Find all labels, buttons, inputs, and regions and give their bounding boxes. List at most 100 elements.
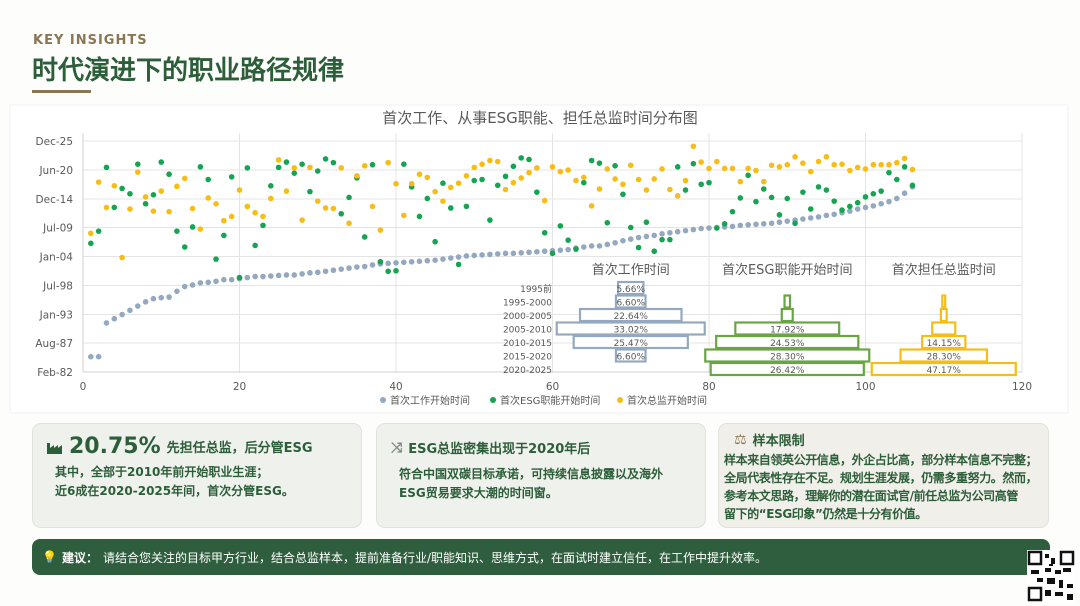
scatter-point [322, 268, 329, 275]
scatter-point [166, 294, 172, 300]
scatter-point [690, 226, 697, 233]
pyramid-bar [734, 321, 841, 336]
scatter-point [260, 273, 266, 280]
legend-label: 首次ESG职能开始时间 [500, 394, 600, 407]
scatter-point [181, 175, 188, 182]
scatter-point [455, 180, 462, 186]
scatter-point [142, 194, 149, 200]
scatter-point [627, 162, 634, 169]
scatter-point [659, 231, 665, 237]
pyramid-bar [704, 348, 871, 363]
pyramid-bar-label: 17.92% [770, 326, 805, 336]
scatter-point [901, 155, 908, 162]
scatter-point [729, 223, 736, 230]
factory-icon [47, 442, 62, 454]
scatter-point [721, 165, 728, 172]
scatter-point [745, 165, 751, 172]
scatter-point [596, 160, 603, 166]
scatter-point [119, 185, 125, 192]
pyramid-bar-label: 22.64% [614, 312, 649, 322]
scatter-point [792, 220, 798, 227]
qr-code[interactable] [1027, 550, 1075, 602]
scatter-point [236, 187, 243, 193]
scatter-point [463, 203, 470, 210]
scatter-point [377, 227, 384, 233]
scatter-point [878, 188, 884, 194]
card-line: 符合中国双碳目标承诺，可持续信息披露以及海外 [399, 467, 664, 481]
scatter-point [737, 178, 744, 185]
scatter-point [134, 161, 141, 168]
scatter-point [142, 299, 149, 305]
scatter-point [847, 203, 853, 210]
scatter-point [322, 205, 329, 211]
card-heading: 先担任总监，后分管ESG [166, 441, 313, 456]
scatter-point [839, 207, 845, 213]
scatter-point [526, 169, 532, 176]
scatter-point [854, 164, 861, 171]
scatter-point [502, 173, 509, 180]
scatter-point [103, 164, 110, 171]
scatter-point [111, 204, 118, 211]
pyramid-title: 首次担任总监时间 [892, 262, 996, 278]
scatter-point [612, 239, 618, 246]
scatter-point [714, 158, 720, 165]
scatter-point [776, 164, 783, 170]
scatter-point [760, 221, 767, 227]
pyramid-category-label: 2020-2025 [503, 366, 552, 376]
lightbulb-icon: 💡 [42, 550, 57, 564]
x-tick-label: 20 [233, 381, 246, 393]
scatter-point [416, 258, 423, 265]
chart-title: 首次工作、从事ESG职能、担任总监时间分布图 [382, 109, 698, 127]
scatter-point [847, 167, 853, 174]
scatter-point [581, 174, 587, 181]
scatter-point [643, 219, 650, 226]
scatter-point [901, 164, 908, 170]
card-heading: ESG总监密集出现于2020年后 [408, 442, 591, 457]
scatter-point [737, 195, 744, 201]
scatter-point [682, 177, 689, 184]
scatter-point [119, 254, 125, 261]
scatter-point [330, 159, 337, 166]
scatter-point [573, 177, 579, 184]
scatter-point [768, 220, 775, 227]
scatter-point [401, 259, 407, 266]
scatter-point [346, 220, 352, 227]
scatter-point [886, 161, 892, 168]
scatter-point [659, 236, 665, 243]
scatter-point [268, 195, 274, 202]
scatter-point [95, 179, 102, 185]
scatter-point [150, 208, 157, 214]
scatter-point [346, 194, 352, 201]
scatter-point [690, 160, 697, 167]
scatter-point [800, 160, 806, 166]
pyramid-category-label: 1995-2000 [503, 299, 552, 309]
scatter-point [502, 250, 509, 257]
scatter-point [283, 272, 290, 278]
scatter-point [338, 165, 345, 171]
scatter-point [487, 157, 493, 164]
scatter-point [494, 182, 501, 189]
scatter-point [541, 248, 548, 255]
scatter-point [299, 271, 305, 277]
card-line: 全局代表性存在不足。规划生涯发展，仍需多重努力。然而， [724, 471, 1038, 485]
advice-banner: 💡 建议： 请结合您关注的目标甲方行业，结合总监样本，提前准备行业/职能知识、思… [32, 539, 1050, 575]
scatter-point [807, 215, 814, 221]
x-tick-label: 60 [546, 381, 559, 393]
scatter-point [886, 198, 892, 205]
scatter-point [221, 217, 227, 224]
scatter-point [729, 208, 736, 215]
scatter-point [479, 176, 485, 183]
scatter-point [518, 155, 524, 161]
scatter-point [432, 257, 438, 263]
pyramid-bar-label: 28.30% [770, 353, 805, 363]
scatter-point [440, 180, 446, 186]
scatter-point [823, 212, 830, 219]
scatter-point [745, 172, 751, 179]
scatter-point [181, 244, 188, 250]
scatter-point [690, 143, 697, 150]
scatter-point [831, 198, 837, 204]
scatter-point [541, 229, 548, 236]
scatter-point [635, 176, 642, 183]
scatter-point [620, 181, 626, 188]
scatter-point [393, 267, 399, 274]
